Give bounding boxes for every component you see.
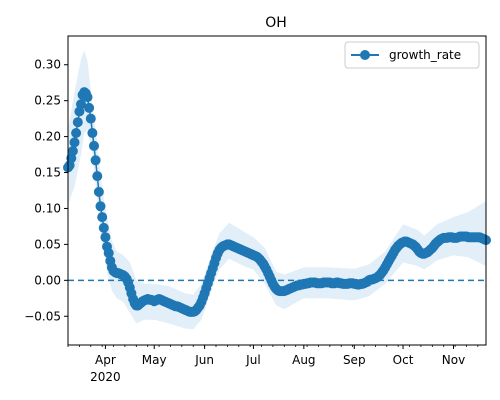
y-tick-label: 0.20: [34, 130, 61, 144]
data-point: [72, 117, 83, 128]
y-tick-label: 0.15: [34, 166, 61, 180]
x-tick-label: Jun: [194, 353, 214, 367]
data-point: [92, 171, 103, 182]
x-tick-label: Oct: [393, 353, 414, 367]
y-tick-label: 0.10: [34, 201, 61, 215]
data-point: [103, 248, 114, 258]
legend-marker-swatch: [360, 50, 370, 60]
data-point: [97, 212, 108, 223]
x-tick-sublabel: 2020: [90, 370, 121, 384]
x-tick-label: Apr: [95, 353, 116, 367]
confidence-band-layer: [68, 50, 486, 330]
data-point: [90, 155, 101, 166]
y-tick-label: 0.30: [34, 58, 61, 72]
series-layer: [63, 87, 491, 317]
x-tick-label: Aug: [292, 353, 315, 367]
data-point: [93, 186, 104, 197]
data-point: [89, 140, 99, 151]
x-tick-label: May: [142, 353, 167, 367]
y-tick-label: 0.00: [34, 273, 61, 287]
data-point: [82, 92, 93, 103]
legend-entry-growth-rate: growth_rate: [389, 48, 461, 62]
x-tick-label: Sep: [343, 353, 366, 367]
y-tick-label: 0.25: [34, 94, 61, 108]
plot-frame: [67, 35, 487, 346]
data-point: [84, 102, 95, 113]
x-tick-label: Nov: [442, 353, 465, 367]
axes-layer: −0.05 0.00 0.05 0.10 0.15 0.20 0.25 0.30 Apr 2020…: [24, 35, 487, 384]
data-point: [76, 99, 86, 110]
y-tick-label: −0.05: [24, 309, 61, 323]
y-tick-label: 0.05: [34, 237, 61, 251]
data-point: [85, 113, 96, 124]
legend-box: [344, 41, 480, 69]
legend: growth_rate: [344, 41, 480, 69]
data-point: [100, 232, 111, 243]
data-point: [98, 222, 109, 233]
chart-title: OH: [265, 15, 287, 31]
x-tick-label: Jul: [245, 353, 260, 367]
data-point: [69, 137, 80, 148]
data-point: [95, 201, 106, 212]
data-point: [67, 146, 78, 156]
data-point: [71, 128, 82, 138]
data-point: [87, 128, 98, 138]
confidence-band: [68, 50, 486, 330]
